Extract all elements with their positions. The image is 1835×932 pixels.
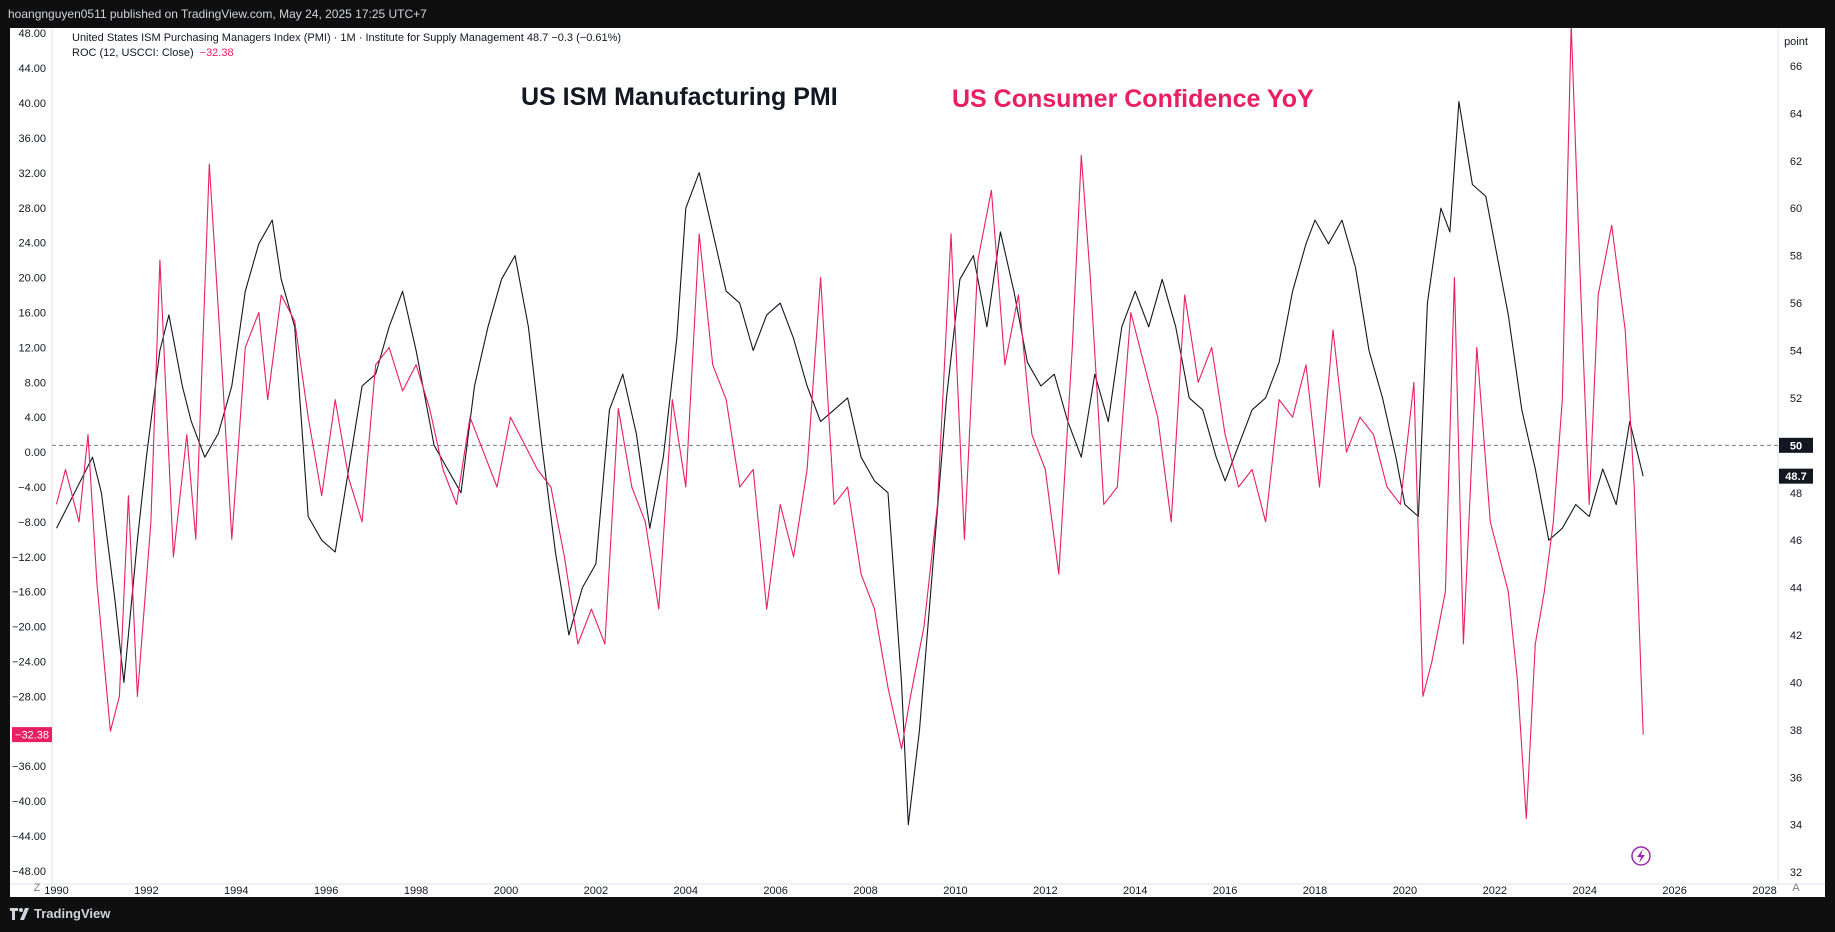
left-tick-label: −44.00: [12, 831, 46, 843]
left-axis-ticks: 48.00 44.00 40.00 36.00 32.00 28.00 24.00 20.00…: [12, 28, 46, 878]
right-tick-label: 62: [1790, 156, 1802, 168]
right-tick-label: 58: [1790, 251, 1802, 263]
right-tick-label: 34: [1790, 820, 1802, 832]
x-tick-label: 2022: [1483, 885, 1507, 897]
x-tick-label: 2016: [1213, 885, 1237, 897]
series-line-pmi: [56, 100, 1644, 826]
left-tick-label: 8.00: [25, 377, 46, 389]
legend-roc[interactable]: ROC (12, USCCI: Close) −32.38: [72, 47, 234, 59]
left-tick-label: 4.00: [25, 412, 46, 424]
x-tick-label: 1992: [134, 885, 158, 897]
annotation-consumer-confidence: US Consumer Confidence YoY: [952, 85, 1314, 113]
tradingview-logo-icon: [10, 907, 29, 920]
left-tick-label: 44.00: [18, 63, 46, 75]
x-tick-label: 2004: [674, 885, 698, 897]
publisher-text: hoangnguyen0511 published on TradingView…: [8, 7, 427, 21]
right-tick-label: 48: [1790, 488, 1802, 500]
x-tick-label: 2026: [1662, 885, 1686, 897]
left-tick-label: −24.00: [12, 656, 46, 668]
x-tick-label: 2020: [1393, 885, 1417, 897]
left-tick-label: −16.00: [12, 587, 46, 599]
tradingview-logo[interactable]: TradingView: [10, 906, 110, 921]
right-tick-label: 32: [1790, 867, 1802, 879]
left-tick-label: −8.00: [18, 517, 46, 529]
right-tick-label: 66: [1790, 61, 1802, 73]
left-tick-label: 32.00: [18, 168, 46, 180]
left-tick-label: 36.00: [18, 133, 46, 145]
x-tick-label: 2018: [1303, 885, 1327, 897]
right-ref-label: 50: [1779, 437, 1813, 453]
x-tick-label: 2024: [1572, 885, 1596, 897]
right-tick-label: 36: [1790, 772, 1802, 784]
legend-roc-value: −32.38: [200, 47, 234, 59]
chart-svg[interactable]: 48.00 44.00 40.00 36.00 32.00 28.00 24.00 20.00…: [10, 23, 1825, 897]
left-tick-label: −4.00: [18, 482, 46, 494]
tradingview-logo-text: TradingView: [34, 906, 111, 921]
right-tick-label: 38: [1790, 725, 1802, 737]
annotation-pmi: US ISM Manufacturing PMI: [521, 83, 838, 111]
left-tick-label: 28.00: [18, 203, 46, 215]
left-tick-label: 24.00: [18, 238, 46, 250]
legend-pmi[interactable]: United States ISM Purchasing Managers In…: [72, 32, 621, 44]
left-tick-label: 12.00: [18, 342, 46, 354]
series-line-consumer-confidence: [55, 23, 1644, 820]
auto-scale-toggle[interactable]: A: [1792, 882, 1800, 894]
series-layer: [55, 23, 1644, 826]
x-tick-label: 1994: [224, 885, 248, 897]
x-tick-label: 1990: [44, 885, 68, 897]
svg-text:−32.38: −32.38: [15, 730, 49, 742]
left-tick-label: −48.00: [12, 866, 46, 878]
x-tick-label: 2010: [943, 885, 967, 897]
left-tick-label: 0.00: [25, 447, 46, 459]
right-tick-label: 42: [1790, 630, 1802, 642]
right-tick-label: 52: [1790, 393, 1802, 405]
x-tick-label: 1996: [314, 885, 338, 897]
x-tick-label: 2008: [853, 885, 877, 897]
right-tick-label: 60: [1790, 203, 1802, 215]
timezone-toggle[interactable]: Z: [34, 882, 41, 894]
svg-text:48.7: 48.7: [1785, 471, 1806, 483]
legend-roc-name: ROC (12, USCCI: Close): [72, 47, 194, 59]
left-tick-label: −20.00: [12, 622, 46, 634]
left-tick-label: −36.00: [12, 761, 46, 773]
chart-area[interactable]: 48.00 44.00 40.00 36.00 32.00 28.00 24.00 20.00…: [10, 23, 1825, 897]
right-axis-unit: point: [1784, 36, 1808, 48]
x-axis-ticks: 1990 1992 1994 1996 1998 2000 2002 2004 2006 2008…: [44, 885, 1777, 897]
right-tick-label: 56: [1790, 298, 1802, 310]
left-tick-label: −12.00: [12, 552, 46, 564]
left-tick-label: −40.00: [12, 796, 46, 808]
right-tick-label: 46: [1790, 535, 1802, 547]
footer-bar: TradingView: [0, 897, 1835, 932]
x-tick-label: 2014: [1123, 885, 1147, 897]
right-tick-label: 54: [1790, 345, 1802, 357]
left-current-label: −32.38: [12, 727, 52, 743]
left-tick-label: −28.00: [12, 691, 46, 703]
right-tick-label: 64: [1790, 108, 1802, 120]
x-tick-label: 2028: [1752, 885, 1776, 897]
left-tick-label: 16.00: [18, 307, 46, 319]
right-tick-label: 44: [1790, 583, 1802, 595]
x-tick-label: 1998: [404, 885, 428, 897]
left-tick-label: 40.00: [18, 98, 46, 110]
x-tick-label: 2012: [1033, 885, 1057, 897]
publisher-bar: hoangnguyen0511 published on TradingView…: [0, 0, 1835, 28]
left-tick-label: 20.00: [18, 273, 46, 285]
right-tick-label: 40: [1790, 677, 1802, 689]
left-tick-label: 48.00: [18, 28, 46, 40]
x-tick-label: 2002: [584, 885, 608, 897]
bolt-icon[interactable]: [1631, 846, 1651, 866]
right-current-label: 48.7: [1779, 468, 1813, 484]
x-tick-label: 2000: [494, 885, 518, 897]
x-tick-label: 2006: [763, 885, 787, 897]
svg-text:50: 50: [1790, 440, 1802, 452]
